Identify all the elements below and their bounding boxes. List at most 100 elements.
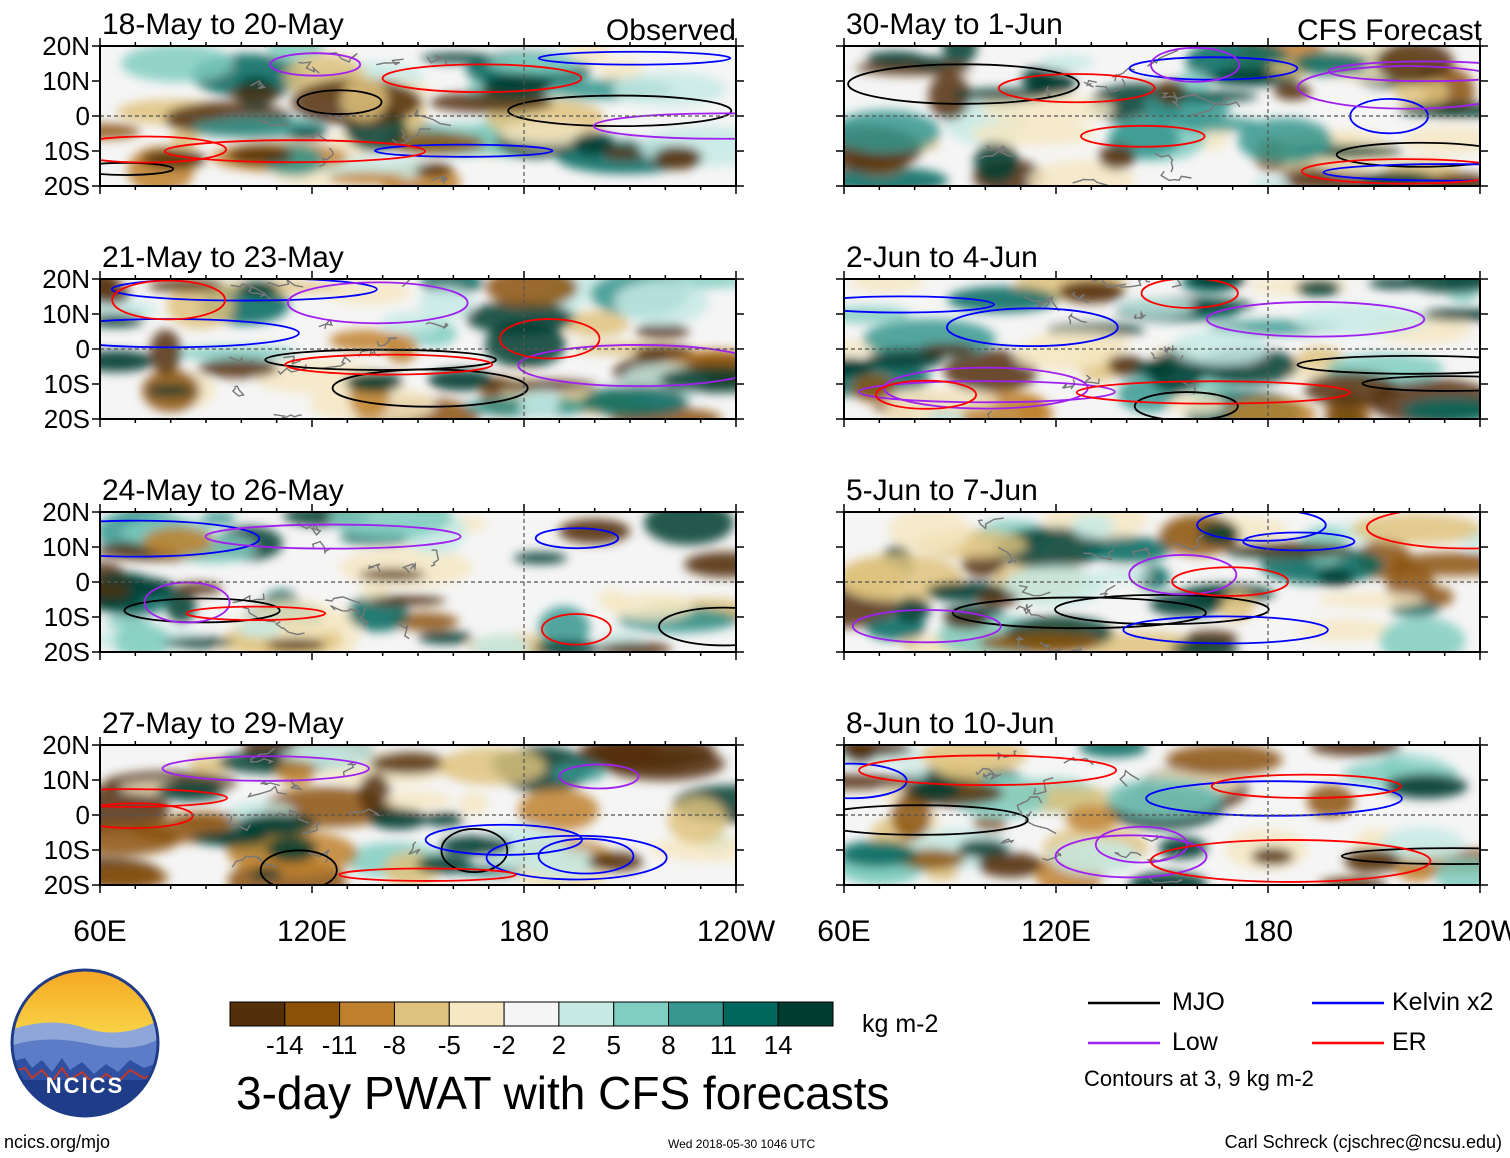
contour-er [1300,158,1480,185]
colorbar-label: 11 [710,1030,737,1060]
y-tick-label: 20N [42,497,90,527]
contour-low [592,112,736,140]
contour-er [1140,279,1239,309]
column-header: CFS Forecast [1297,14,1483,47]
contour-er [1149,839,1432,883]
panel-title: 8-Jun to 10-Jun [846,707,1054,740]
panel-field [844,46,1480,186]
contour-kelvin-x2 [111,279,378,302]
legend-label-er: ER [1392,1028,1427,1056]
contour-er [1080,124,1206,148]
contour-kelvin-x2 [537,50,732,66]
colorbar-label: -11 [322,1030,358,1060]
contour-er [284,353,494,376]
y-tick-label: 20S [44,171,90,201]
contour-low [558,763,640,790]
colorbar-label: 5 [606,1030,620,1060]
contour-er [1366,512,1480,550]
x-tick-label: 180 [1243,915,1293,948]
colorbar: -14 -11 -8 -5 -2 2 5 8 11 14 [229,1001,834,1060]
contour-low [269,52,362,77]
panel-forecast-1: 30-May to 1-Jun CFS Forecast [836,8,1488,194]
panel-field [100,512,736,652]
legend-label-mjo: MJO [1172,988,1225,1016]
colorbar-swatch [503,1001,560,1027]
colorbar-label: -5 [438,1030,461,1060]
contour-low [1296,65,1480,110]
x-tick-label: 120W [1441,915,1510,948]
axis-ticks [92,737,744,893]
y-tick-label: 10N [42,299,90,329]
panel-observed-3: 20N 10N 0 10S 20S 24-May to 26-May [42,474,744,667]
panel-field [100,46,736,186]
contour-low [204,523,462,550]
panel-forecast-2: 2-Jun to 4-Jun [836,241,1488,427]
coastlines [232,512,440,640]
contour-low [1150,46,1241,83]
contour-er [338,867,517,882]
axis-ticks [92,271,744,427]
panel-title: 30-May to 1-Jun [846,8,1063,41]
colorbar-units: kg m-2 [862,1010,939,1038]
contour-mjo [264,348,497,371]
panel-observed-4: 20N 10N 0 10S 20S 27-May to 29-May 60E 120E 180 1… [42,707,776,948]
panel-title: 18-May to 20-May [102,8,344,41]
contour-kelvin-x2 [485,834,668,881]
colorbar-swatch [777,1001,834,1027]
footer-author: Carl Schreck (cjschrec@ncsu.edu) [1224,1132,1502,1152]
y-tick-label: 10N [42,765,90,795]
x-tick-label: 120W [697,915,776,948]
colorbar-swatch [722,1001,779,1027]
contour-kelvin-x2 [534,527,620,550]
contour-low [1205,301,1426,338]
y-tick-label: 10S [44,369,90,399]
y-tick-label: 20S [44,637,90,667]
contour-mjo [123,597,281,624]
colorbar-swatch [558,1001,615,1027]
legend-label-kelvin: Kelvin x2 [1392,988,1494,1016]
contour-mjo [951,596,1207,630]
contour-er [875,379,977,410]
x-tick-label: 120E [1021,915,1091,948]
panel-field [100,745,736,885]
y-tick-label: 20N [42,730,90,760]
panel-forecast-3: 5-Jun to 7-Jun [836,474,1488,660]
x-tick-label: 120E [277,915,347,948]
panel-title: 5-Jun to 7-Jun [846,474,1038,507]
contour-low [851,609,1002,644]
colorbar-label: -8 [383,1030,406,1060]
contour-er [381,63,583,94]
contour-mjo [1054,593,1270,626]
panel-forecast-4: 8-Jun to 10-Jun 60E 120E 180 120W [817,707,1510,948]
contour-er [541,613,612,646]
panel-observed-2: 20N 10N 0 10S 20S 21-May to 23-May [42,241,744,434]
x-tick-label: 180 [499,915,549,948]
contour-er [858,754,1118,786]
contour-mjo [507,94,733,128]
x-tick-label: 60E [73,915,126,948]
contour-kelvin-x2 [946,307,1119,348]
contour-er [1075,380,1351,405]
contour-er [163,139,426,164]
ncics-logo: NCICS [10,968,160,1118]
y-tick-label: 20N [42,31,90,61]
colorbar-swatch [284,1001,341,1027]
column-header: Observed [606,14,736,47]
contour-low [286,281,469,325]
y-tick-label: 10N [42,66,90,96]
contour-er [498,318,601,360]
contour-low [1094,825,1189,864]
contour-mjo [259,849,338,885]
axis-ticks [836,38,1488,194]
contour-er [100,135,227,164]
colorbar-label: -14 [266,1030,304,1060]
y-tick-label: 10S [44,602,90,632]
contour-mjo [1361,375,1480,392]
contour-mjo [440,827,509,873]
panel-title: 24-May to 26-May [102,474,344,507]
axis-ticks [92,504,744,660]
panel-field [844,745,1480,885]
contour-kelvin-x2 [537,837,635,875]
y-tick-label: 0 [76,101,90,131]
y-tick-label: 10S [44,835,90,865]
